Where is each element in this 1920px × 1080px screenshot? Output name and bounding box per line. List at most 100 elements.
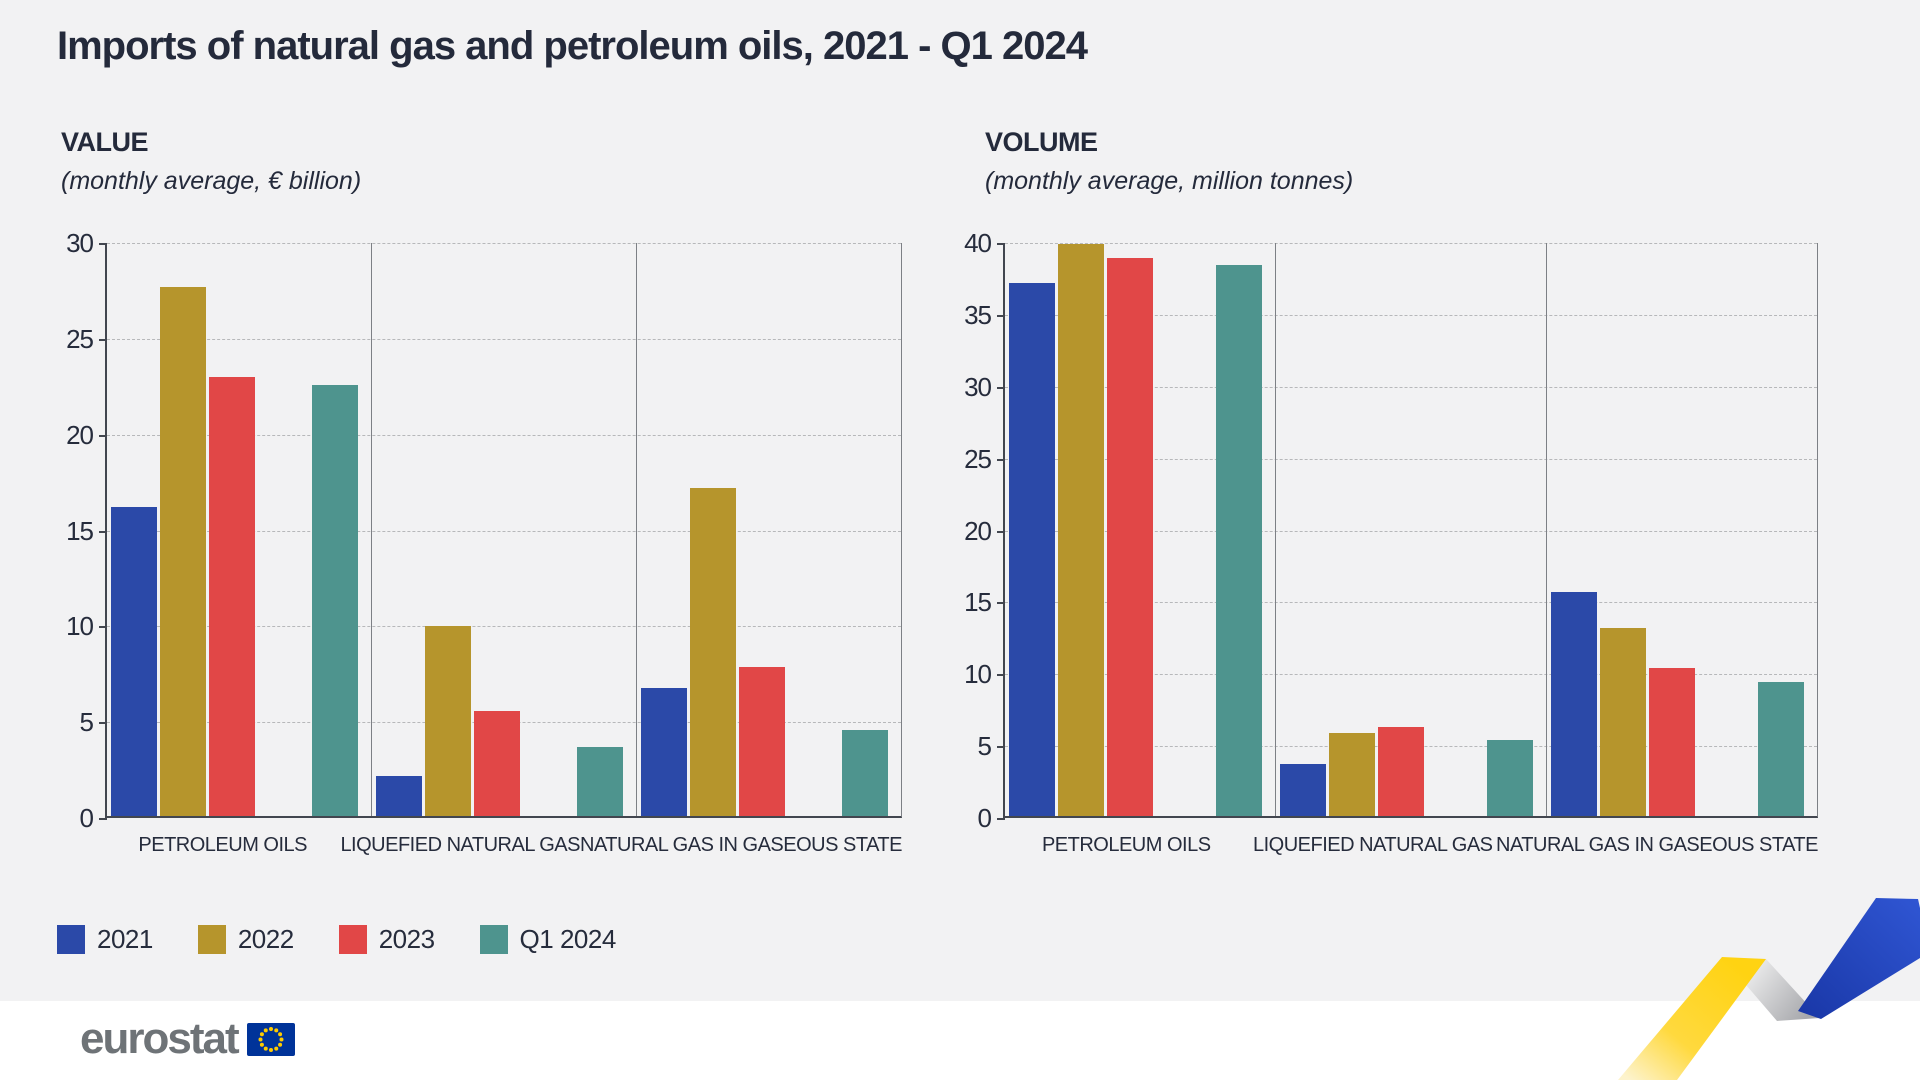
bar-2023 (1107, 258, 1153, 816)
y-axis-labels: 0 5 10 15 20 25 30 (57, 228, 105, 833)
bar-2022 (690, 488, 736, 816)
category-group (1005, 243, 1275, 816)
y-tick-label: 30 (964, 371, 992, 402)
y-tick-label: 5 (977, 731, 992, 762)
axis-tick (997, 530, 1005, 533)
category-label: LIQUEFIED NATURAL GAS (1252, 834, 1493, 856)
value-chart-header: VALUE (monthly average, € billion) (61, 125, 902, 197)
plot-wrap: PETROLEUM OILS LIQUEFIED NATURAL GAS NATUR… (997, 243, 1819, 857)
plot-area (99, 243, 902, 820)
axis-tick (997, 602, 1005, 605)
gridline (107, 243, 901, 244)
gridline (1005, 602, 1817, 604)
eu-flag-icon (246, 1022, 295, 1056)
legend-swatch-2021 (57, 925, 85, 954)
bar-2023 (739, 666, 785, 816)
eurostat-wordmark: eurostat (80, 1014, 240, 1063)
volume-bar-chart: 0 5 10 15 20 25 30 35 40 PETROLEUM OILS LIQUEFIED… (955, 228, 1819, 857)
axis-tick (99, 243, 107, 245)
y-tick-label: 0 (79, 803, 94, 833)
bar-2022 (160, 287, 206, 816)
legend-item-2021: 2021 (57, 924, 153, 955)
bar-2022 (1600, 627, 1646, 816)
y-axis-labels: 0 5 10 15 20 25 30 35 40 (955, 228, 1003, 833)
legend-item-2023: 2023 (338, 924, 435, 955)
gridline (1005, 674, 1817, 676)
bar-2023 (1649, 667, 1695, 816)
value-bar-chart: 0 5 10 15 20 25 30 PETROLEUM OILS LIQUEFIED NAT… (57, 228, 903, 857)
bar-2021 (1280, 764, 1326, 816)
axis-tick (99, 530, 107, 533)
y-tick-label: 40 (964, 228, 992, 258)
category-label: NATURAL GAS IN GASEOUS STATE (580, 834, 903, 856)
axis-tick (997, 674, 1005, 677)
y-tick-label: 10 (66, 611, 94, 642)
volume-chart-header: VOLUME (monthly average, million tonnes) (985, 125, 1818, 197)
bar-q1-2024 (842, 729, 888, 816)
category-group (1275, 243, 1546, 816)
legend-swatch-q1-2024 (479, 925, 508, 954)
y-tick-label: 25 (964, 443, 992, 474)
bar-2021 (111, 507, 157, 816)
legend-swatch-2023 (338, 925, 367, 954)
legend-label: 2022 (237, 924, 294, 954)
page-title: Imports of natural gas and petroleum oil… (57, 24, 1088, 68)
gridline (107, 338, 901, 340)
legend-item-2022: 2022 (197, 924, 294, 955)
gridline (1005, 458, 1817, 460)
y-tick-label: 35 (964, 299, 992, 330)
legend-swatch-2022 (197, 925, 226, 954)
axis-tick (997, 818, 1005, 820)
bar-q1-2024 (1487, 739, 1533, 816)
x-axis-labels: PETROLEUM OILS LIQUEFIED NATURAL GAS NATUR… (1003, 834, 1819, 857)
decorative-ribbon-graphic (1618, 898, 1920, 1080)
y-tick-label: 5 (79, 707, 94, 738)
category-label: LIQUEFIED NATURAL GAS (340, 834, 580, 856)
axis-tick (997, 458, 1005, 461)
volume-chart-title: VOLUME (985, 127, 1098, 157)
eurostat-logo: eurostat (80, 1017, 295, 1061)
plot-area (997, 243, 1818, 820)
y-tick-label: 10 (964, 659, 992, 690)
value-chart-panel: VALUE (monthly average, € billion) 0 5 10 1… (57, 125, 903, 857)
y-tick-label: 30 (66, 228, 94, 258)
gridline (1005, 314, 1817, 316)
volume-chart-panel: VOLUME (monthly average, million tonnes)… (955, 125, 1818, 857)
category-label: PETROLEUM OILS (138, 834, 308, 856)
footer: eurostat (0, 1001, 1920, 1080)
category-group (107, 243, 371, 816)
value-chart-title: VALUE (61, 127, 149, 157)
axis-tick (997, 386, 1005, 389)
legend-item-q1-2024: Q1 2024 (479, 924, 617, 955)
axis-tick (99, 818, 107, 820)
legend-label: Q1 2024 (519, 924, 617, 954)
gridline (1005, 530, 1817, 532)
bar-q1-2024 (1216, 265, 1262, 816)
gridline (107, 626, 901, 628)
bar-q1-2024 (577, 747, 623, 816)
axis-tick (99, 434, 107, 437)
bar-2021 (376, 775, 422, 816)
category-group (636, 243, 901, 816)
y-tick-label: 25 (66, 323, 94, 354)
bar-2021 (641, 687, 687, 816)
axis-tick (99, 338, 107, 341)
axis-tick (99, 722, 107, 725)
y-tick-label: 15 (964, 587, 992, 618)
gridline (1005, 243, 1817, 244)
bar-2023 (474, 710, 520, 816)
legend-label: 2021 (97, 924, 153, 954)
gridline (1005, 386, 1817, 388)
bar-2021 (1009, 282, 1055, 816)
bar-q1-2024 (312, 384, 358, 816)
y-tick-label: 20 (964, 515, 992, 546)
legend-label: 2023 (378, 924, 435, 954)
bar-2021 (1551, 591, 1597, 816)
axis-tick (997, 746, 1005, 749)
bar-2022 (1058, 243, 1104, 816)
y-tick-label: 15 (66, 515, 94, 546)
axis-tick (997, 243, 1005, 245)
category-group (1546, 243, 1817, 816)
category-label: NATURAL GAS IN GASEOUS STATE (1496, 834, 1819, 856)
